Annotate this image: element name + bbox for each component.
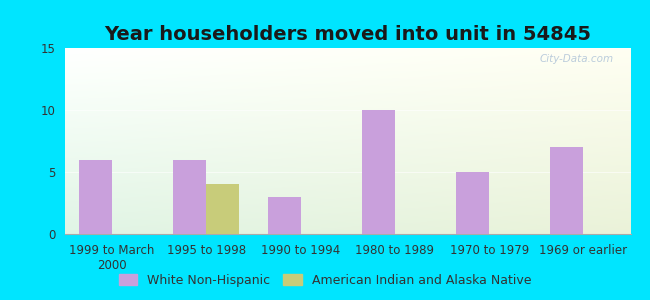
- Title: Year householders moved into unit in 54845: Year householders moved into unit in 548…: [104, 25, 592, 44]
- Text: City-Data.com: City-Data.com: [540, 54, 614, 64]
- Bar: [268, 197, 300, 234]
- Legend: White Non-Hispanic, American Indian and Alaska Native: White Non-Hispanic, American Indian and …: [115, 270, 535, 291]
- Bar: [79, 160, 112, 234]
- Bar: [551, 147, 584, 234]
- Bar: [174, 160, 207, 234]
- Bar: [207, 184, 239, 234]
- Bar: [456, 172, 489, 234]
- Bar: [362, 110, 395, 234]
